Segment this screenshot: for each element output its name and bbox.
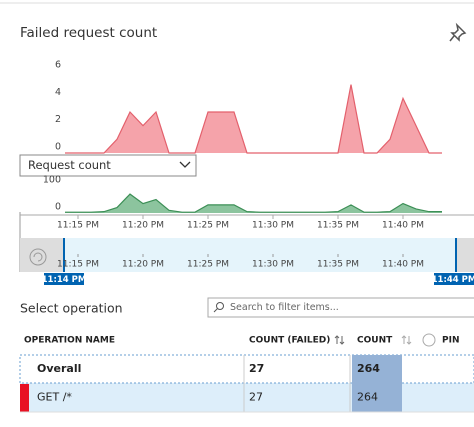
time-label: 11:15 PM (57, 221, 99, 231)
y-tick-label: 0 (55, 202, 61, 213)
range-end-badge (434, 273, 474, 285)
table-cell: 27 (249, 362, 264, 375)
pin-button[interactable] (449, 22, 467, 42)
column-header[interactable]: COUNT (FAILED) (249, 336, 330, 346)
time-label: 11:20 PM (122, 221, 164, 231)
sort-icon[interactable] (334, 335, 345, 345)
brush-time-label: 11:30 PM (252, 260, 294, 270)
column-header[interactable]: PIN (442, 336, 459, 346)
row-highlight (20, 383, 474, 412)
column-header[interactable]: COUNT (357, 336, 393, 346)
table-cell: 264 (357, 362, 380, 375)
range-start: 11:14 PM (42, 275, 87, 285)
brush-time-label: 11:15 PM (57, 260, 99, 270)
pin-icon (422, 333, 436, 347)
brush-time-label: 11:40 PM (382, 260, 424, 270)
brush-time-label: 11:35 PM (317, 260, 359, 270)
table-cell: 264 (357, 391, 378, 404)
y-tick-label: 100 (43, 175, 61, 186)
table-cell: GET /* (37, 391, 72, 404)
range-band (20, 238, 474, 272)
metric-dropdown[interactable]: Request count (19, 154, 197, 177)
column-header[interactable]: OPERATION NAME (24, 336, 115, 346)
search-placeholder: Search to filter items... (230, 302, 339, 313)
time-label: 11:30 PM (252, 221, 294, 231)
row-focus (19, 354, 474, 384)
area-fill (65, 194, 442, 213)
time-label: 11:25 PM (187, 221, 229, 231)
y-tick-label: 4 (55, 87, 61, 98)
y-tick-label: 2 (55, 114, 61, 125)
range-left-handle[interactable] (20, 238, 64, 272)
y-tick-label: 6 (55, 60, 61, 71)
panel-title: Failed request count (20, 25, 157, 41)
brush-time-label: 11:20 PM (122, 260, 164, 270)
table-cell: Overall (37, 362, 81, 375)
brush-time-label: 11:25 PM (187, 260, 229, 270)
dropdown-value: Request count (28, 158, 111, 172)
range-end: 11:44 PM (432, 275, 474, 285)
range-start-badge (44, 273, 84, 285)
sort-icon[interactable] (401, 335, 412, 345)
time-label: 11:40 PM (382, 221, 424, 231)
search-box[interactable]: Search to filter items... (207, 297, 474, 318)
area-line (65, 193, 442, 213)
time-label: 11:35 PM (317, 221, 359, 231)
range-right-handle[interactable] (456, 238, 474, 272)
y-tick-label: 0 (55, 142, 61, 153)
section-title: Select operation (20, 301, 123, 316)
area-line (65, 84, 442, 154)
area-fill (65, 84, 442, 153)
row-marker (20, 384, 29, 412)
count-bar (352, 355, 402, 412)
table-cell: 27 (249, 391, 263, 404)
